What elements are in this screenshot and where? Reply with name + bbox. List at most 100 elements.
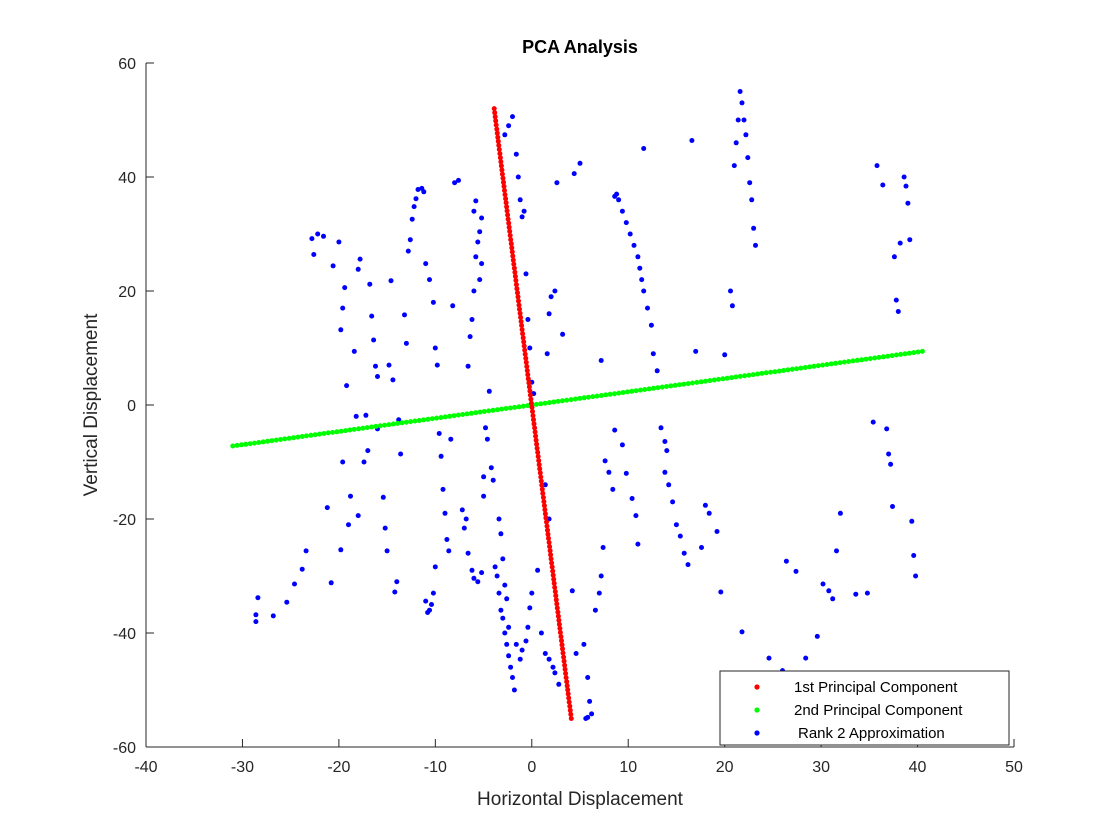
rank2-point — [606, 469, 612, 475]
pc2-point — [915, 349, 921, 355]
pc1-point — [534, 445, 540, 451]
x-tick-label: 40 — [909, 759, 927, 776]
pc2-point — [659, 384, 665, 390]
pc1-point — [533, 437, 539, 443]
rank2-point — [367, 281, 373, 287]
pc2-point — [850, 358, 856, 364]
pc2-point — [382, 422, 388, 428]
rank2-point — [403, 340, 409, 346]
rank2-point — [513, 641, 519, 647]
pc1-point — [542, 507, 548, 513]
chart-title: PCA Analysis — [522, 37, 638, 57]
rank2-point — [502, 132, 508, 138]
pc2-point — [672, 382, 678, 388]
rank2-point — [450, 303, 456, 309]
rank2-point — [596, 590, 602, 596]
y-tick-label: 60 — [118, 56, 136, 73]
rank2-point — [463, 516, 469, 522]
pc1-point — [531, 421, 537, 427]
pc2-point — [490, 407, 496, 413]
rank2-point — [677, 533, 683, 539]
rank2-point — [739, 100, 745, 106]
pc2-point — [811, 363, 817, 369]
pc2-point — [620, 390, 626, 395]
rank2-point — [890, 504, 895, 509]
rank2-point — [432, 564, 438, 570]
pc2-point — [585, 394, 591, 400]
rank2-point — [864, 590, 870, 596]
pc2-point — [473, 410, 479, 416]
rank2-point — [255, 595, 261, 601]
rank2-point — [438, 453, 444, 459]
rank2-point — [373, 363, 378, 369]
pc2-point — [364, 425, 370, 431]
pc1-point — [545, 527, 550, 533]
pc1-point — [499, 171, 505, 177]
pc1-point — [541, 499, 547, 505]
rank2-point — [315, 231, 321, 237]
rank2-point — [371, 337, 377, 343]
pc2-point — [742, 373, 748, 379]
pc1-point — [568, 716, 574, 721]
pc1-point — [565, 691, 571, 697]
pc2-point — [317, 431, 322, 437]
x-tick-label: -10 — [424, 759, 447, 776]
rank2-point — [639, 277, 645, 283]
pc2-point — [581, 395, 587, 401]
pc1-point — [497, 151, 503, 157]
pc2-point — [265, 438, 270, 444]
rank2-point — [662, 469, 668, 475]
pc1-point — [527, 392, 533, 398]
pc1-point — [544, 519, 549, 525]
x-tick-label: 0 — [527, 759, 536, 776]
pc2-point — [356, 426, 362, 432]
rank2-point — [473, 254, 479, 260]
pc1-point — [568, 711, 574, 717]
rank2-point — [517, 197, 523, 203]
rank2-point — [500, 556, 506, 562]
rank2-point — [475, 239, 481, 245]
pc2-point — [442, 414, 448, 420]
rank2-point — [502, 582, 508, 588]
pc1-point — [561, 654, 567, 660]
rank2-point — [623, 470, 629, 476]
rank2-point — [423, 598, 429, 604]
pc1-point — [562, 662, 568, 668]
rank2-point — [911, 553, 917, 558]
pc2-point — [295, 434, 301, 440]
rank2-point — [783, 558, 789, 564]
rank2-point — [633, 513, 639, 519]
rank2-point — [592, 607, 598, 613]
pc2-point — [685, 381, 691, 387]
pc2-point — [278, 437, 283, 442]
rank2-point — [629, 496, 635, 501]
pc1-point — [538, 478, 544, 484]
rank2-point — [766, 655, 772, 661]
pc1-point — [525, 372, 531, 378]
pc1-point — [560, 646, 565, 652]
pc2-point — [724, 375, 730, 381]
rank2-point — [382, 525, 388, 531]
pc1-point — [494, 126, 500, 132]
pc1-point — [548, 556, 554, 562]
rank2-point — [664, 448, 670, 454]
pc1-point — [513, 282, 519, 288]
pc2-point — [360, 425, 366, 431]
pc2-point — [481, 409, 487, 414]
pc2-point — [625, 389, 630, 395]
pc2-point — [867, 356, 873, 362]
pc2-point — [516, 404, 522, 410]
y-ticks: -60 -40 -20 0 20 40 60 — [113, 56, 154, 757]
pc2-point — [321, 431, 327, 436]
pc2-point — [885, 353, 891, 359]
x-tick-label: 10 — [619, 759, 637, 776]
legend-marker-series-2 — [754, 707, 760, 713]
rank2-point — [699, 545, 704, 550]
pc1-point — [567, 707, 573, 713]
rank2-point — [375, 374, 380, 379]
rank2-point — [504, 641, 510, 647]
pc2-point — [390, 421, 396, 427]
rank2-point — [619, 442, 625, 448]
rank2-point — [552, 288, 558, 294]
pc1-point — [520, 331, 526, 337]
